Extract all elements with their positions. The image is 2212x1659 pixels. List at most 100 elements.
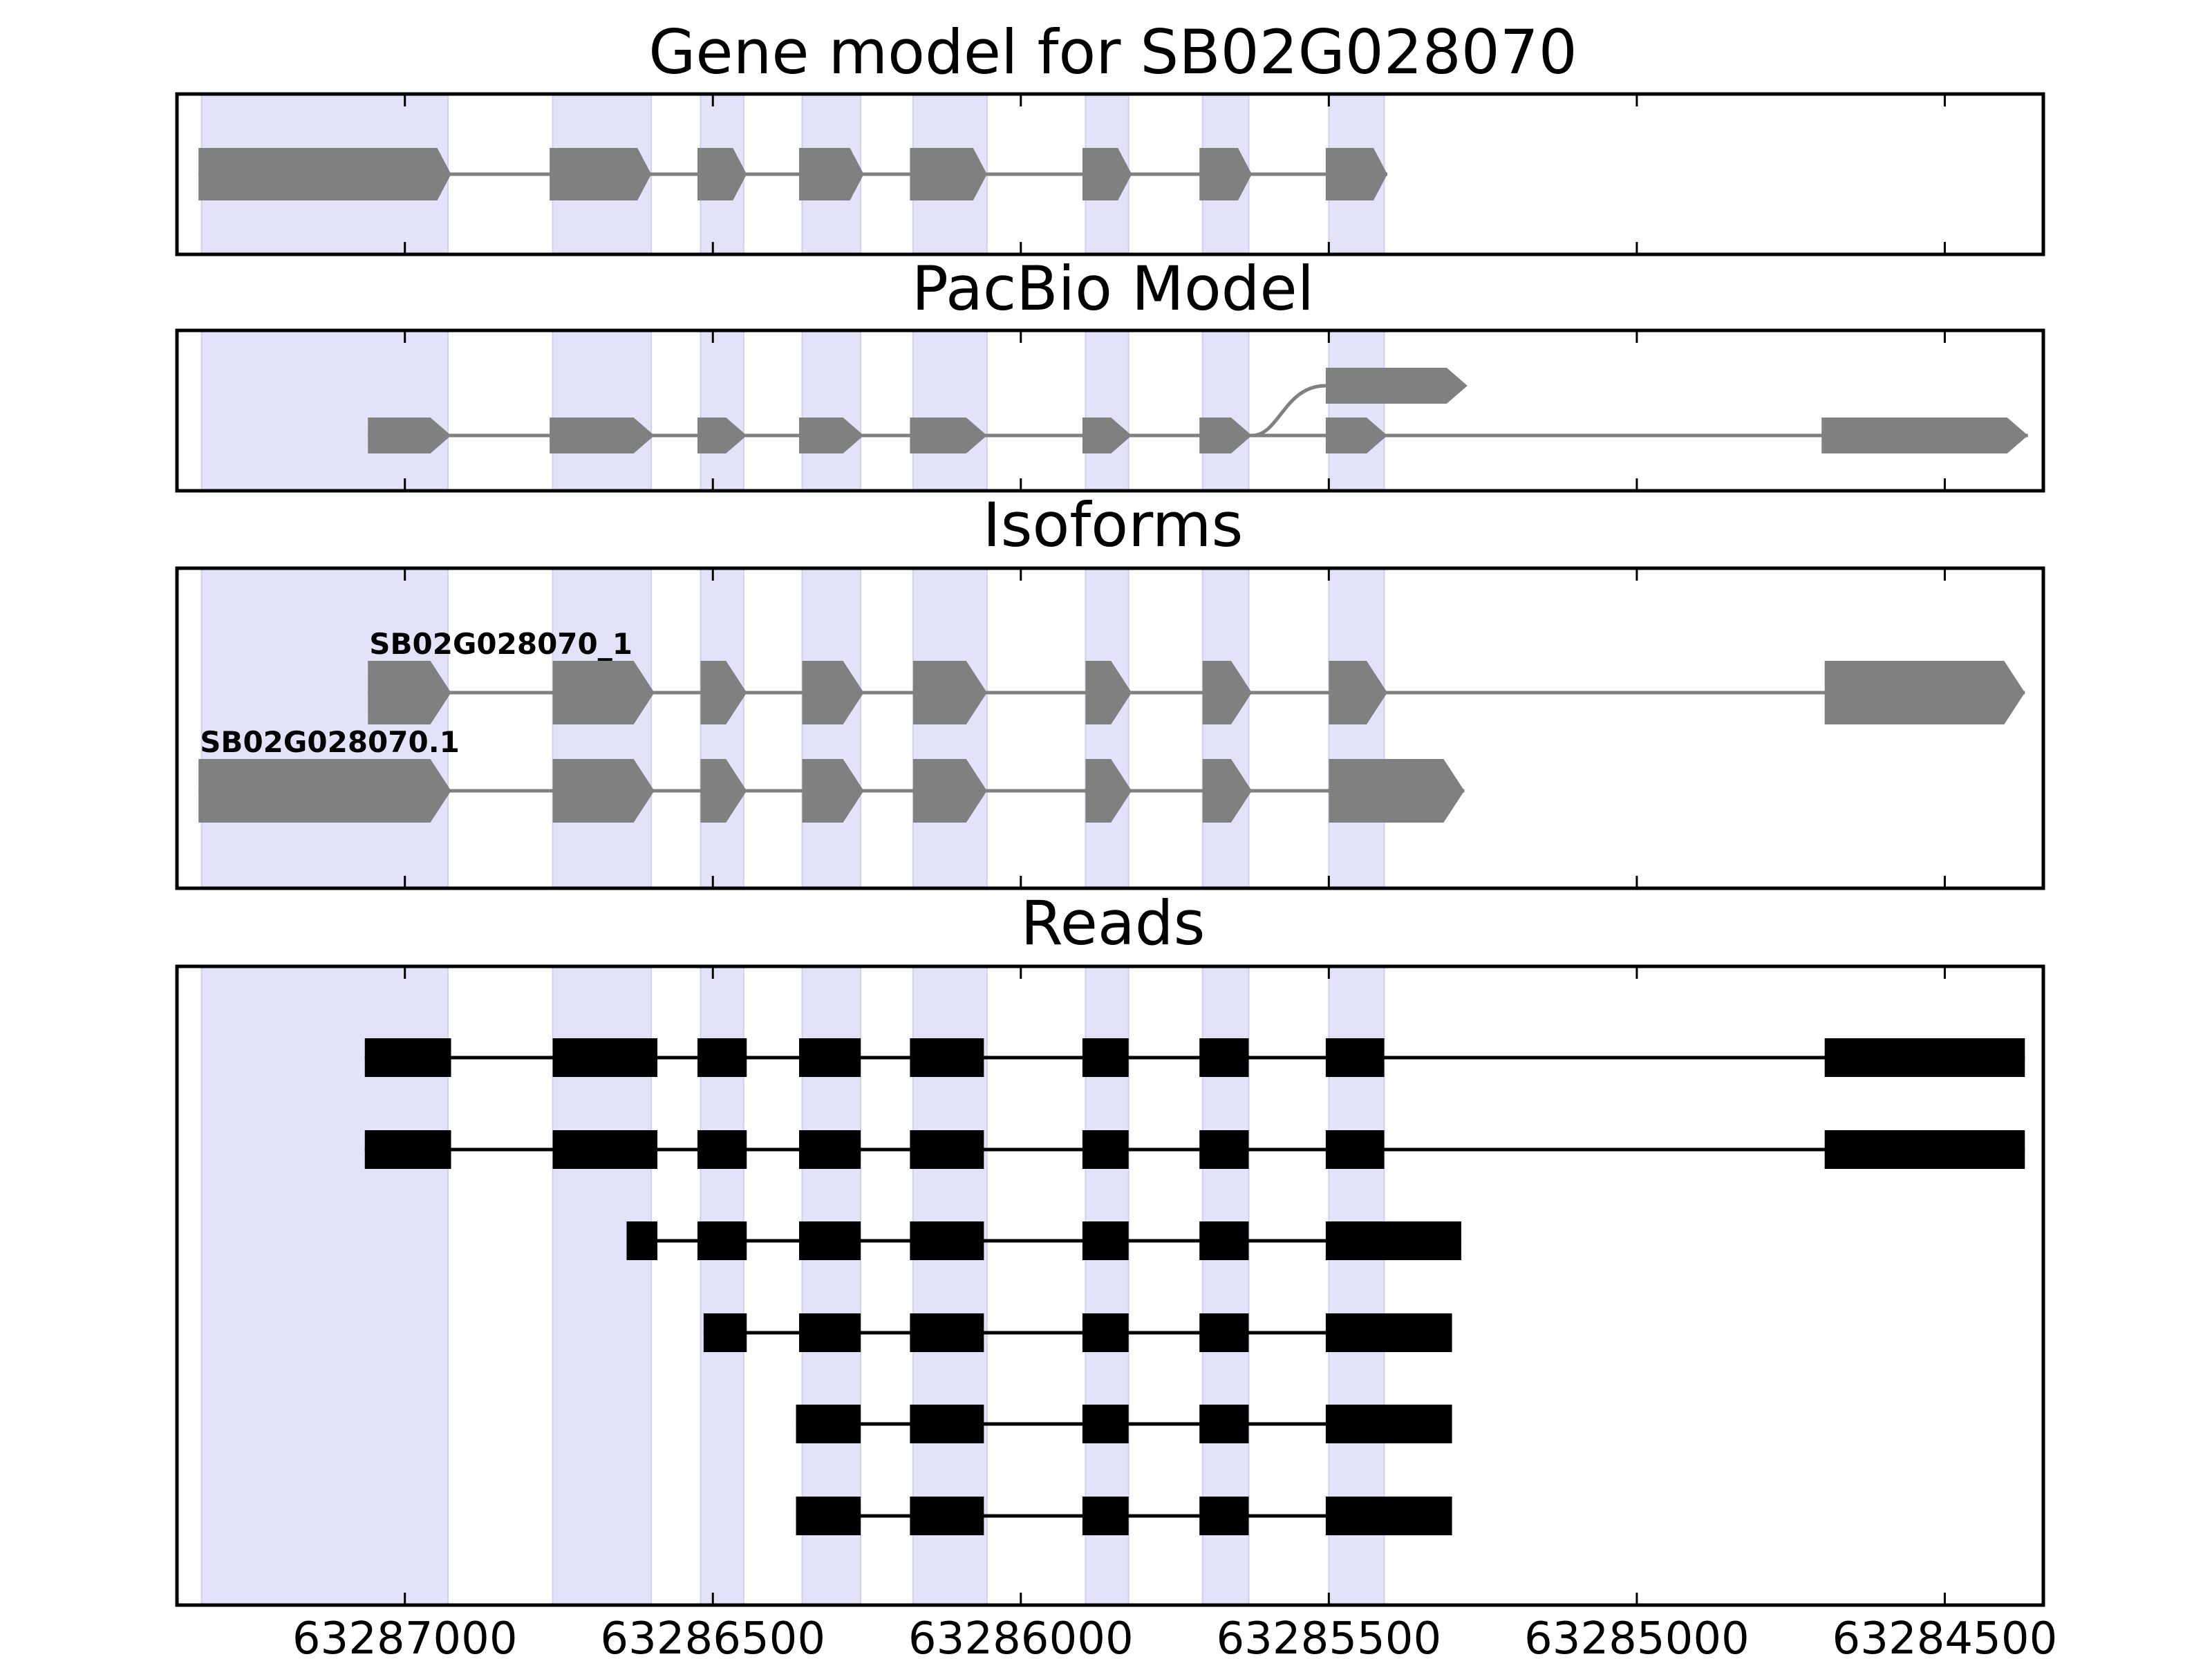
exon-block bbox=[910, 1130, 984, 1169]
exon-arrow bbox=[552, 661, 655, 724]
highlight-band bbox=[1085, 568, 1130, 889]
exon-arrow bbox=[1824, 661, 2025, 724]
highlight-band bbox=[700, 330, 744, 491]
exon-arrow bbox=[912, 759, 987, 823]
exon-block bbox=[910, 1405, 984, 1443]
isoform-label: SB02G028070.1 bbox=[200, 725, 460, 759]
exon-block bbox=[1199, 1038, 1249, 1077]
panel-frame bbox=[175, 92, 2045, 256]
exon-arrow bbox=[198, 148, 451, 200]
exon-block bbox=[364, 1038, 451, 1077]
exon-block bbox=[1199, 1405, 1249, 1443]
exon-arrow bbox=[1082, 418, 1132, 453]
exon-block bbox=[799, 1130, 861, 1169]
highlight-band bbox=[200, 568, 449, 889]
exon-block bbox=[1325, 1313, 1452, 1352]
exon-block bbox=[1824, 1130, 2025, 1169]
highlight-band bbox=[700, 568, 744, 889]
x-tick-label: 63285500 bbox=[1216, 1613, 1441, 1659]
panel-title-isoforms: Isoforms bbox=[983, 489, 1244, 561]
exon-block bbox=[626, 1221, 658, 1260]
exon-arrow bbox=[1199, 148, 1252, 200]
highlight-band bbox=[1201, 330, 1250, 491]
exon-block bbox=[1082, 1130, 1129, 1169]
exon-block bbox=[1199, 1221, 1249, 1260]
exon-arrow bbox=[1202, 661, 1252, 724]
exon-block bbox=[1824, 1038, 2025, 1077]
panel-title-pacbio-model: PacBio Model bbox=[912, 253, 1314, 324]
highlight-band bbox=[1201, 568, 1250, 889]
exon-block bbox=[1199, 1497, 1249, 1535]
highlight-band bbox=[1085, 330, 1130, 491]
exon-block bbox=[910, 1497, 984, 1535]
exon-arrow bbox=[552, 759, 655, 823]
panel-title-gene-model: Gene model for SB02G028070 bbox=[648, 17, 1577, 88]
exon-arrow bbox=[910, 418, 987, 453]
x-tick-label: 63286000 bbox=[908, 1613, 1134, 1659]
exon-block bbox=[552, 1038, 658, 1077]
isoform-label: SB02G028070_1 bbox=[369, 627, 632, 661]
exon-arrow bbox=[1085, 759, 1132, 823]
exon-block bbox=[796, 1405, 861, 1443]
panel-frame bbox=[175, 328, 2045, 493]
exon-block bbox=[910, 1221, 984, 1260]
highlight-band bbox=[912, 330, 988, 491]
exon-arrow bbox=[697, 148, 747, 200]
exon-arrow bbox=[198, 759, 451, 823]
exon-arrow bbox=[550, 418, 655, 453]
panel-2: SB02G028070_1 SB02G028070.1 bbox=[175, 566, 2045, 890]
x-tick-label: 63286500 bbox=[600, 1613, 825, 1659]
exon-block bbox=[703, 1313, 747, 1352]
exon-block bbox=[1082, 1221, 1129, 1260]
exon-arrow bbox=[910, 148, 987, 200]
exon-arrow bbox=[368, 661, 451, 724]
exon-block bbox=[697, 1130, 747, 1169]
highlight-band bbox=[200, 330, 449, 491]
panel-frame bbox=[175, 964, 2045, 1607]
exon-block bbox=[697, 1221, 747, 1260]
exon-block bbox=[1199, 1313, 1249, 1352]
exon-block bbox=[364, 1130, 451, 1169]
exon-block bbox=[1325, 1497, 1452, 1535]
exon-block bbox=[910, 1038, 984, 1077]
panel-3 bbox=[175, 964, 2045, 1607]
exon-block bbox=[910, 1313, 984, 1352]
exon-arrow bbox=[799, 418, 864, 453]
highlight-band bbox=[801, 568, 862, 889]
exon-block bbox=[1325, 1405, 1452, 1443]
panel-1 bbox=[175, 328, 2045, 493]
exon-arrow bbox=[700, 661, 747, 724]
exon-arrow bbox=[1821, 418, 2028, 453]
exon-block bbox=[799, 1038, 861, 1077]
exon-block bbox=[1325, 1221, 1461, 1260]
exon-block bbox=[1199, 1130, 1249, 1169]
exon-arrow bbox=[799, 148, 864, 200]
exon-block bbox=[552, 1130, 658, 1169]
exon-block bbox=[1082, 1405, 1129, 1443]
exon-arrow bbox=[550, 148, 652, 200]
panel-title-reads: Reads bbox=[1021, 888, 1206, 959]
x-tick-label: 63285000 bbox=[1524, 1613, 1750, 1659]
exon-block bbox=[1082, 1497, 1129, 1535]
highlight-band bbox=[552, 568, 653, 889]
highlight-band bbox=[912, 568, 988, 889]
exon-arrow bbox=[1325, 418, 1387, 453]
exon-arrow bbox=[697, 418, 747, 453]
x-tick-label: 63287000 bbox=[292, 1613, 518, 1659]
exon-block bbox=[697, 1038, 747, 1077]
exon-arrow bbox=[1202, 759, 1252, 823]
plot-layer: SB02G028070_1 SB02G028070.1 63287000 632865… bbox=[175, 92, 2058, 1659]
exon-arrow bbox=[802, 661, 864, 724]
panel-0 bbox=[175, 92, 2045, 256]
exon-block bbox=[1082, 1038, 1129, 1077]
exon-arrow bbox=[1325, 368, 1468, 404]
exon-arrow bbox=[912, 661, 987, 724]
exon-block bbox=[1325, 1038, 1385, 1077]
exon-block bbox=[1325, 1130, 1385, 1169]
highlight-band bbox=[1328, 568, 1385, 889]
exon-arrow bbox=[1085, 661, 1132, 724]
exon-block bbox=[796, 1497, 861, 1535]
x-tick-label: 63284500 bbox=[1833, 1613, 2058, 1659]
exon-arrow bbox=[1325, 148, 1387, 200]
